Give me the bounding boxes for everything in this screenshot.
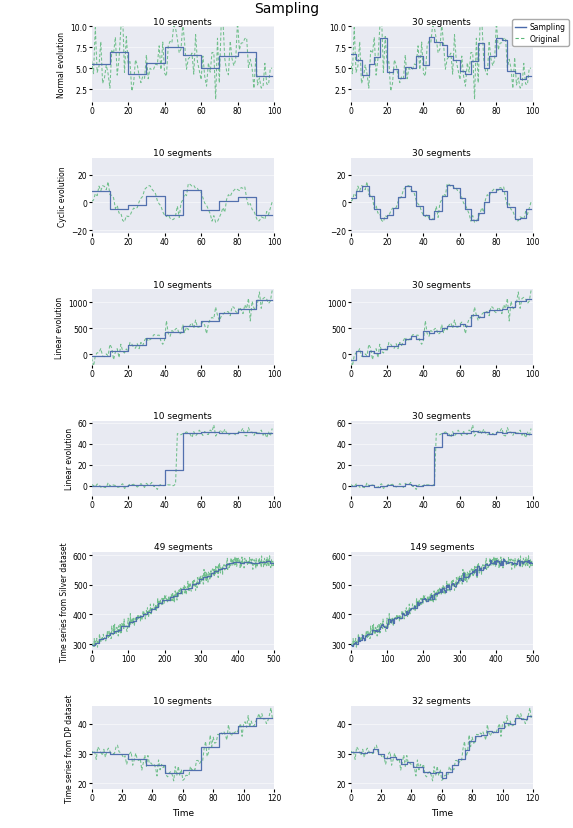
Y-axis label: Time series from DP dataset: Time series from DP dataset xyxy=(65,694,73,802)
Title: 30 segments: 30 segments xyxy=(413,17,471,26)
Legend: Sampling, Original: Sampling, Original xyxy=(512,21,568,46)
X-axis label: Time: Time xyxy=(172,808,194,816)
Title: 10 segments: 10 segments xyxy=(154,149,212,158)
Title: 32 segments: 32 segments xyxy=(413,696,471,705)
Y-axis label: Linear evolution: Linear evolution xyxy=(65,428,73,490)
Title: 30 segments: 30 segments xyxy=(413,412,471,421)
Title: 10 segments: 10 segments xyxy=(154,280,212,289)
Title: 30 segments: 30 segments xyxy=(413,149,471,158)
Title: 10 segments: 10 segments xyxy=(154,412,212,421)
Y-axis label: Normal evolution: Normal evolution xyxy=(57,32,66,98)
Title: 10 segments: 10 segments xyxy=(154,696,212,705)
X-axis label: Time: Time xyxy=(431,808,453,816)
Title: 30 segments: 30 segments xyxy=(413,280,471,289)
Title: 49 segments: 49 segments xyxy=(154,543,212,551)
Text: Sampling: Sampling xyxy=(254,2,319,17)
Y-axis label: Linear evolution: Linear evolution xyxy=(55,296,64,359)
Y-axis label: Time series from Silver dataset: Time series from Silver dataset xyxy=(60,542,69,661)
Title: 10 segments: 10 segments xyxy=(154,17,212,26)
Y-axis label: Cyclic evolution: Cyclic evolution xyxy=(58,166,68,227)
Title: 149 segments: 149 segments xyxy=(410,543,474,551)
